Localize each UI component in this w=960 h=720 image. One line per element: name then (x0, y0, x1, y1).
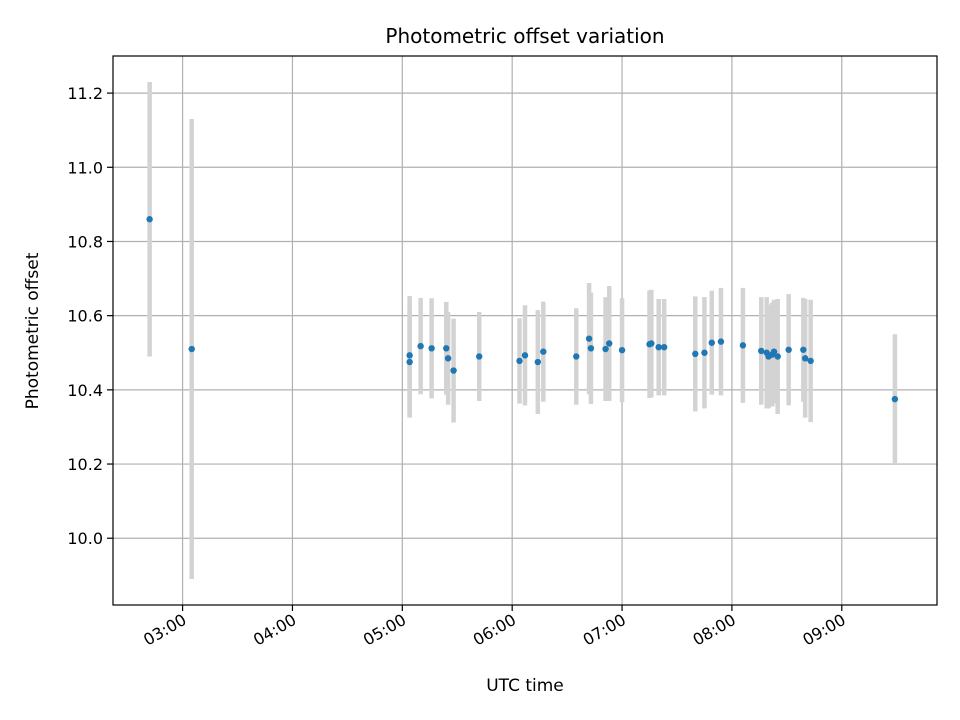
data-point (540, 348, 547, 355)
x-tick-label: 09:00 (799, 610, 848, 650)
chart-title: Photometric offset variation (385, 24, 664, 48)
x-tick-label: 04:00 (250, 610, 299, 650)
data-point (801, 355, 809, 362)
data-point (606, 340, 613, 347)
y-tick-label: 11.0 (67, 158, 103, 177)
data-point (573, 353, 580, 360)
y-tick-label: 10.2 (67, 455, 103, 474)
data-point (406, 352, 413, 359)
data-point (516, 357, 523, 365)
y-tick-label: 10.6 (67, 307, 103, 326)
x-axis: 03:00 04:00 05:00 06:00 07:00 08:00 09:00 (140, 605, 849, 650)
data-point (648, 340, 655, 347)
data-points (146, 216, 899, 403)
data-point (891, 395, 899, 403)
data-point (770, 348, 778, 355)
data-point (476, 353, 483, 360)
data-point (417, 342, 424, 350)
x-tick-label: 06:00 (470, 610, 519, 650)
data-point (188, 345, 195, 353)
data-point (602, 345, 609, 353)
data-point (774, 353, 781, 360)
y-tick-label: 10.8 (67, 232, 103, 251)
error-bars (147, 81, 898, 580)
x-tick-label: 05:00 (360, 610, 409, 650)
data-point (618, 346, 626, 354)
y-tick-label: 10.4 (67, 381, 103, 400)
data-point (585, 335, 593, 342)
data-point (785, 346, 792, 353)
data-point (660, 343, 668, 351)
x-tick-label: 03:00 (140, 610, 189, 650)
data-point (758, 347, 765, 355)
data-point (450, 367, 457, 374)
y-axis: 10.0 10.2 10.4 10.6 10.8 11.0 11.2 (67, 84, 113, 548)
y-tick-label: 10.0 (67, 529, 103, 548)
data-point (800, 346, 807, 353)
data-point (701, 349, 708, 356)
data-point (717, 338, 725, 345)
data-point (428, 345, 435, 352)
data-point (444, 355, 452, 362)
plot-frame (112, 55, 938, 606)
data-point (708, 339, 715, 346)
data-point (406, 358, 413, 366)
data-point (146, 216, 153, 223)
x-tick-label: 08:00 (689, 610, 738, 650)
data-point (587, 345, 595, 352)
y-tick-label: 11.2 (67, 84, 103, 103)
data-point (692, 350, 699, 358)
data-point (807, 357, 814, 365)
x-axis-label: UTC time (486, 676, 564, 696)
data-point (739, 342, 747, 349)
data-point (655, 343, 662, 351)
data-point (521, 352, 529, 359)
y-axis-label: Photometric offset (23, 252, 43, 409)
x-tick-label: 07:00 (580, 610, 629, 650)
data-point (534, 358, 542, 366)
data-point (443, 345, 450, 352)
